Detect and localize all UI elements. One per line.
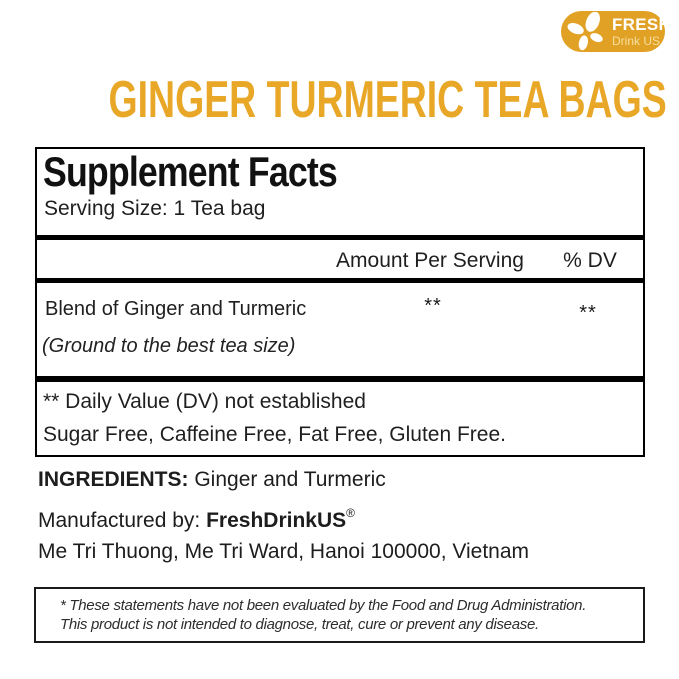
disclaimer-line-1: * These statements have not been evaluat…	[60, 597, 587, 614]
divider-thick-header	[37, 278, 643, 283]
ingredients-value: Ginger and Turmeric	[188, 468, 386, 491]
column-header-dv: % DV	[563, 249, 617, 272]
disclaimer-box: * These statements have not been evaluat…	[34, 587, 645, 643]
ingredients-line: INGREDIENTS: Ginger and Turmeric	[38, 467, 386, 493]
brand-logo: FRESH Drink US	[561, 11, 671, 52]
manufacturer-name: FreshDrinkUS	[206, 509, 347, 532]
leaf-flower-icon	[567, 11, 603, 50]
brand-text: FRESH Drink US	[612, 16, 671, 47]
manufacturer-line: Manufactured by: FreshDrinkUS®	[38, 502, 355, 534]
nutrient-note: (Ground to the best tea size)	[42, 335, 296, 357]
brand-name: FRESH	[612, 15, 672, 34]
registered-mark: ®	[346, 506, 355, 520]
free-claims: Sugar Free, Caffeine Free, Fat Free, Glu…	[43, 423, 506, 446]
facts-heading: Supplement Facts	[43, 148, 338, 195]
column-header-amount: Amount Per Serving	[336, 249, 524, 272]
disclaimer-line-2: This product is not intended to diagnose…	[60, 616, 539, 633]
divider-thick-top	[37, 235, 643, 240]
product-title-wrap: GINGER TURMERIC TEA BAGS	[0, 74, 679, 126]
serving-size: Serving Size: 1 Tea bag	[44, 197, 266, 220]
brand-subtitle: Drink US	[612, 34, 661, 48]
product-title: GINGER TURMERIC TEA BAGS	[108, 71, 667, 129]
manufacturer-label: Manufactured by:	[38, 509, 207, 532]
dv-footnote: ** Daily Value (DV) not established	[43, 390, 366, 413]
divider-thick-bottom	[37, 376, 643, 382]
nutrient-amount: **	[424, 295, 442, 317]
address-line: Me Tri Thuong, Me Tri Ward, Hanoi 100000…	[38, 540, 530, 563]
nutrient-name: Blend of Ginger and Turmeric	[45, 298, 307, 320]
nutrient-dv: **	[579, 302, 597, 324]
supplement-facts-panel: Supplement Facts Serving Size: 1 Tea bag…	[35, 147, 645, 457]
ingredients-label: INGREDIENTS:	[38, 468, 189, 491]
